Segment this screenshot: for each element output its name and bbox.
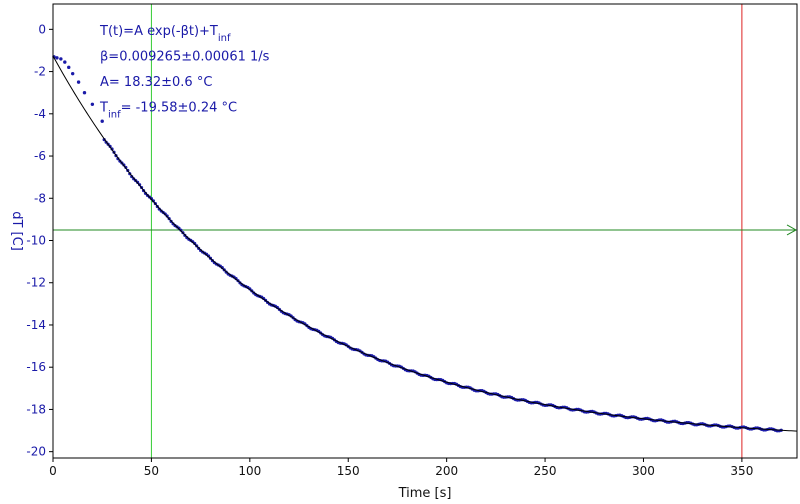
x-tick-label: 100 — [238, 464, 261, 478]
y-tick-label: -12 — [26, 276, 46, 290]
data-point — [76, 80, 81, 84]
data-point — [165, 214, 169, 218]
y-tick-label: -14 — [26, 318, 46, 332]
x-tick-label: 50 — [144, 464, 159, 478]
arrow-right-icon — [786, 224, 798, 236]
annotation-amplitude: A= 18.32±0.6 °C — [100, 75, 212, 90]
data-point — [100, 119, 104, 123]
y-axis-label: dT [C] — [9, 211, 24, 251]
x-tick-label: 350 — [730, 464, 753, 478]
x-tick-label: 200 — [435, 464, 458, 478]
y-tick-label: -20 — [26, 445, 46, 459]
x-axis-label: Time [s] — [398, 486, 452, 501]
plot-frame — [52, 3, 798, 459]
y-tick-label: -10 — [26, 234, 46, 248]
x-tick-label: 0 — [49, 464, 57, 478]
data-point — [206, 254, 211, 258]
guide-lines-layer — [53, 4, 798, 458]
y-tick-label: -4 — [34, 107, 46, 121]
annotation-beta: β=0.009265±0.00061 1/s — [100, 50, 270, 65]
y-tick-label: 0 — [38, 22, 46, 36]
data-point — [63, 60, 67, 64]
x-tick-label: 300 — [632, 464, 655, 478]
data-point — [177, 226, 181, 230]
ticks-layer: 0 50 100 150 200 250 300 350 0 -2 -4 -6 -8 -10 -12 -14 -… — [26, 22, 753, 478]
x-tick-label: 150 — [337, 464, 360, 478]
data-point — [70, 71, 75, 76]
y-tick-label: -2 — [34, 65, 46, 79]
y-tick-label: -18 — [26, 402, 46, 416]
y-tick-label: -8 — [34, 191, 46, 205]
y-tick-label: -6 — [34, 149, 46, 163]
data-point — [90, 102, 95, 107]
annotations-layer: T(t)=A exp(-βt)+Tinf β=0.009265±0.00061 1… — [99, 24, 270, 120]
data-point — [67, 65, 71, 70]
data-point — [179, 228, 183, 232]
data-point — [82, 90, 87, 95]
x-tick-label: 250 — [534, 464, 557, 478]
y-tick-label: -16 — [26, 360, 46, 374]
data-point — [59, 57, 63, 61]
annotation-formula: T(t)=A exp(-βt)+Tinf — [99, 24, 231, 44]
data-point — [55, 56, 59, 60]
data-point — [157, 207, 161, 211]
annotation-tinf: Tinf= -19.58±0.24 °C — [99, 101, 237, 121]
fit-curve — [52, 55, 798, 432]
data-point — [193, 241, 197, 246]
fit-curve-layer — [52, 55, 798, 432]
